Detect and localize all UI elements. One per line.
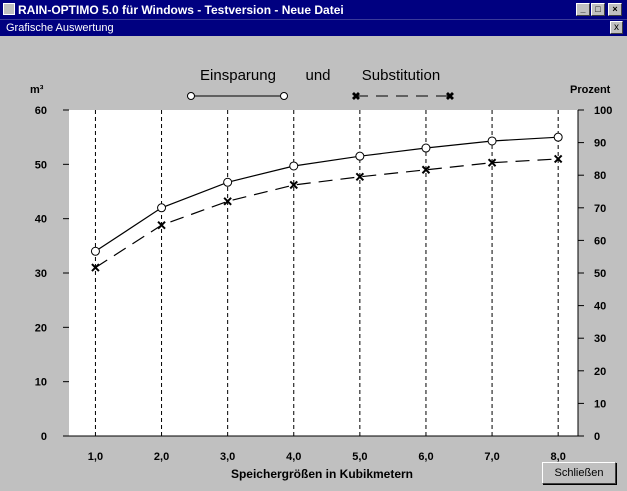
legend-connector: und [305,67,330,84]
point-substitution [487,158,497,167]
point-einsparung [553,132,563,142]
point-substitution [421,165,431,174]
y-right-tick-label: 30 [594,333,606,345]
point-mark [355,172,365,182]
point-mark [223,197,232,206]
plot-area [69,110,578,436]
series [90,132,563,272]
y-axis-right: 0 10 20 30 40 50 60 70 80 90 100 [578,105,612,443]
y-right-tick-label: 80 [594,170,606,182]
point-substitution [157,220,166,230]
chart-legend: Einsparung und Substitution ✖ ✖ [187,67,455,103]
y-axis-left-label: m³ [30,84,44,96]
series-line-substitution [95,158,559,269]
point-einsparung [487,136,497,146]
subwindow-title-bar: Grafische Auswertung x [0,19,627,36]
point-einsparung [355,151,365,161]
y-left-tick-label: 60 [35,105,47,117]
x-tick-label: 2,0 [154,451,169,463]
y-left-tick-label: 30 [35,268,47,280]
x-tick-label: 6,0 [418,451,433,463]
app-title: RAIN-OPTIMO 5.0 für Windows - Testversio… [18,3,344,17]
point-substitution [553,154,563,164]
x-tick-label: 3,0 [220,451,235,463]
close-icon[interactable]: × [608,3,622,16]
series-line-einsparung [95,136,559,252]
y-left-tick-label: 10 [35,377,47,389]
point-mark [289,180,298,190]
y-left-tick-label: 40 [35,214,47,226]
subwindow-title: Grafische Auswertung [6,22,114,34]
y-left-tick-label: 50 [35,159,47,171]
point-einsparung [223,177,233,187]
grid [94,110,559,436]
svg-text:✖: ✖ [445,91,454,103]
maximize-icon[interactable]: □ [591,3,605,16]
legend-item-einsparung: Einsparung [200,67,276,84]
y-right-tick-label: 90 [594,138,606,150]
y-left-tick-label: 20 [35,322,47,334]
y-right-tick-label: 40 [594,301,606,313]
point-substitution [289,180,298,190]
y-right-tick-label: 100 [594,105,612,117]
point-mark [91,263,100,272]
x-tick-label: 8,0 [551,451,566,463]
minimize-icon[interactable]: _ [576,3,590,16]
y-axis-right-label: Prozent [570,84,611,96]
x-axis: 1,0 2,0 3,0 4,0 5,0 6,0 7,0 8,0 [88,451,566,463]
point-substitution [91,263,100,272]
point-einsparung [289,161,299,171]
x-axis-label: Speichergrößen in Kubikmetern [231,467,413,481]
x-tick-label: 4,0 [286,451,301,463]
x-tick-label: 5,0 [352,451,367,463]
y-right-tick-label: 60 [594,235,606,247]
point-substitution [355,172,365,182]
y-right-tick-label: 10 [594,398,606,410]
y-axis-left: 0 10 20 30 40 50 60 [35,105,69,443]
point-einsparung [157,203,167,213]
y-right-tick-label: 50 [594,268,606,280]
x-tick-label: 1,0 [88,451,103,463]
point-mark [157,220,166,230]
subwindow-close-button[interactable]: x [610,21,623,34]
y-right-tick-label: 70 [594,203,606,215]
app-title-bar: RAIN-OPTIMO 5.0 für Windows - Testversio… [0,0,627,19]
point-einsparung [421,143,431,153]
point-mark [553,154,563,164]
svg-text:✖: ✖ [351,91,360,103]
legend-line-substitution: ✖ ✖ [351,91,454,103]
close-button[interactable]: Schließen [542,462,616,484]
legend-line-einsparung [187,92,288,100]
point-substitution [223,197,232,206]
point-einsparung [90,246,100,256]
y-right-tick-label: 0 [594,431,600,443]
app-icon [3,3,15,15]
y-right-tick-label: 20 [594,366,606,378]
x-tick-label: 7,0 [484,451,499,463]
y-left-tick-label: 0 [41,431,47,443]
legend-item-substitution: Substitution [362,67,440,84]
point-mark [487,158,497,167]
point-mark [421,165,431,174]
